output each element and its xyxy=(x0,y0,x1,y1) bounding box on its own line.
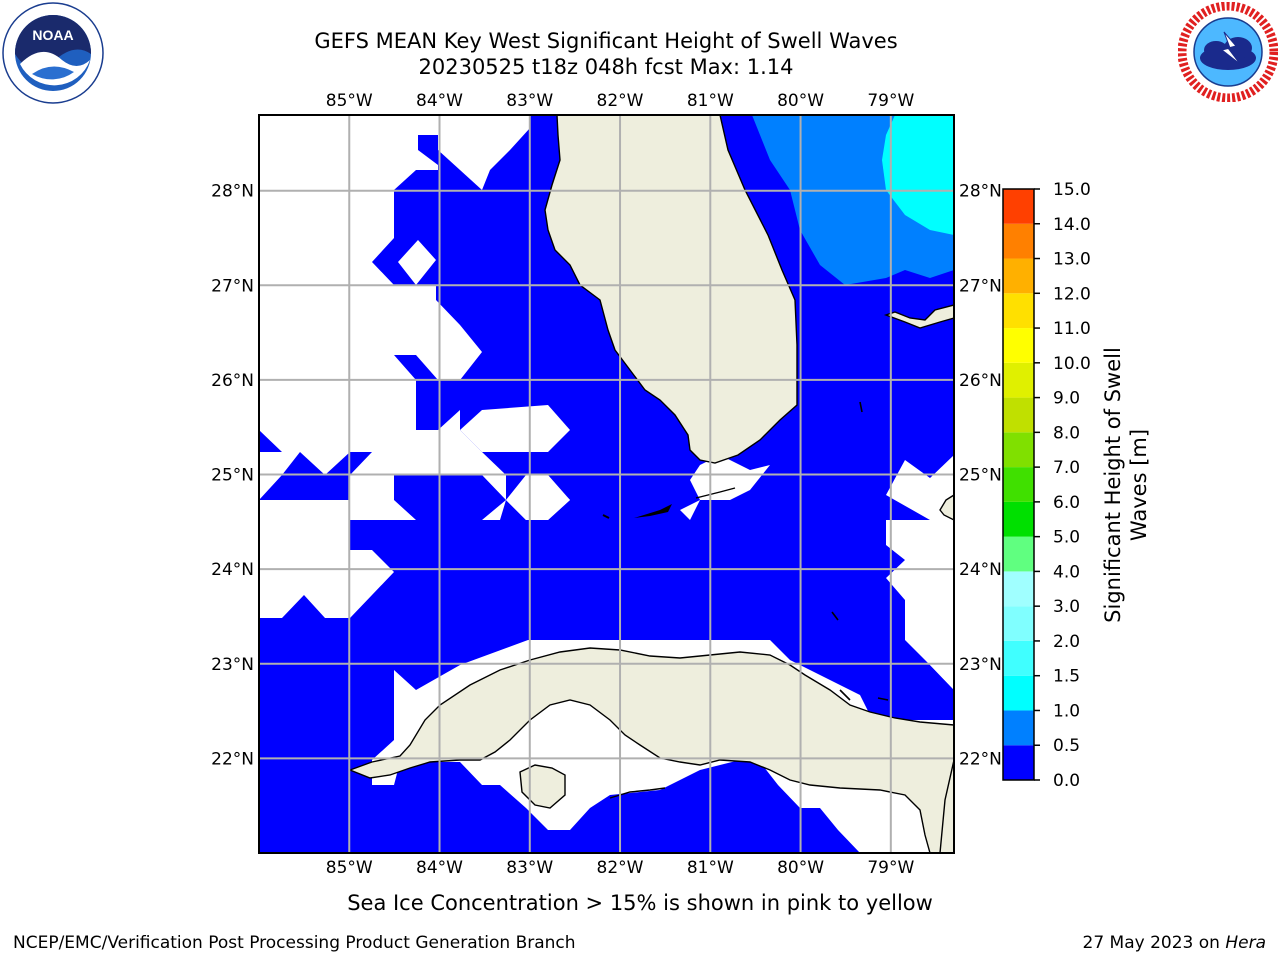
lon-label-bottom: 79°W xyxy=(867,858,914,878)
isle-of-youth xyxy=(519,764,566,809)
lon-labels-top: 85°W 84°W 83°W 82°W 81°W 80°W 79°W xyxy=(326,91,915,111)
map-frame xyxy=(258,114,955,854)
colorbar-tick-label: 5.0 xyxy=(1053,528,1080,548)
chart-title: GEFS MEAN Key West Significant Height of… xyxy=(314,29,898,53)
lat-label-left: 27°N xyxy=(211,276,254,296)
colorbar-label: Significant Height of Swell Waves [m] xyxy=(1101,347,1151,623)
footer-credit: NCEP/EMC/Verification Post Processing Pr… xyxy=(13,933,576,953)
lat-label-left: 26°N xyxy=(211,371,254,391)
lon-label-top: 79°W xyxy=(867,91,914,111)
colorbar-tick-label: 6.0 xyxy=(1053,493,1080,513)
colorbar-swatch xyxy=(1003,328,1034,363)
footer-date-text: 27 May 2023 on xyxy=(1082,933,1220,953)
florida-land xyxy=(544,115,798,464)
colorbar-tick-label: 3.0 xyxy=(1053,597,1080,617)
colorbar-swatch xyxy=(1003,640,1034,676)
lon-label-top: 80°W xyxy=(777,91,824,111)
colorbar-swatch xyxy=(1003,571,1034,607)
bahamas-land xyxy=(883,304,954,329)
lon-label-bottom: 82°W xyxy=(597,858,644,878)
colorbar-swatch xyxy=(1003,432,1034,468)
lat-label-left: 23°N xyxy=(211,655,254,675)
lat-label-left: 22°N xyxy=(211,749,254,769)
colorbar-frame xyxy=(1002,188,1035,781)
colorbar-tick-label: 0.5 xyxy=(1053,736,1080,756)
colorbar-tick-label: 1.5 xyxy=(1053,667,1080,687)
nws-logo xyxy=(1178,2,1278,102)
chart-subtitle: 20230525 t18z 048h fcst Max: 1.14 xyxy=(418,55,794,79)
colorbar-tick-label: 13.0 xyxy=(1053,250,1091,270)
map-area xyxy=(259,115,954,853)
colorbar-tick-label: 4.0 xyxy=(1053,562,1080,582)
colorbar-swatch xyxy=(1003,223,1034,259)
lat-label-right: 24°N xyxy=(959,560,1002,580)
colorbar-tick-label: 0.0 xyxy=(1053,771,1080,791)
colorbar-tick-label: 7.0 xyxy=(1053,458,1080,478)
colorbar-tick-label: 14.0 xyxy=(1053,215,1091,235)
lon-label-bottom: 80°W xyxy=(777,858,824,878)
lat-labels-left: 28°N 27°N 26°N 25°N 24°N 23°N 22°N xyxy=(211,182,254,770)
lon-labels-bottom: 85°W 84°W 83°W 82°W 81°W 80°W 79°W xyxy=(326,858,915,878)
colorbar-swatch xyxy=(1003,362,1034,398)
lon-label-bottom: 81°W xyxy=(687,858,734,878)
colorbar-tick-label: 1.0 xyxy=(1053,701,1080,721)
lat-label-right: 27°N xyxy=(959,276,1002,296)
lat-label-left: 25°N xyxy=(211,466,254,486)
lon-label-top: 83°W xyxy=(506,91,553,111)
lon-label-top: 82°W xyxy=(597,91,644,111)
lat-label-right: 25°N xyxy=(959,466,1002,486)
cuba-land xyxy=(348,647,954,853)
lat-label-left: 24°N xyxy=(211,560,254,580)
colorbar-swatch xyxy=(1003,745,1034,780)
lon-label-top: 84°W xyxy=(416,91,463,111)
map-gridlines xyxy=(259,115,954,853)
lat-label-left: 28°N xyxy=(211,182,254,202)
lon-label-bottom: 83°W xyxy=(506,858,553,878)
colorbar-tick-label: 2.0 xyxy=(1053,632,1080,652)
sea-ice-note: Sea Ice Concentration > 15% is shown in … xyxy=(347,891,933,915)
lat-label-right: 28°N xyxy=(959,182,1002,202)
noaa-logo-text: NOAA xyxy=(32,27,73,43)
footer-host: Hera xyxy=(1225,933,1266,953)
colorbar-tick-label: 8.0 xyxy=(1053,423,1080,443)
lon-label-top: 85°W xyxy=(326,91,373,111)
colorbar-tick-label: 10.0 xyxy=(1053,354,1091,374)
colorbar-swatch xyxy=(1003,293,1034,329)
colorbar-swatch xyxy=(1003,606,1034,641)
colorbar: 0.0 0.5 1.0 1.5 2.0 3.0 4.0 5.0 6.0 7.0 8.0 9.0 10.0… xyxy=(1002,180,1091,791)
florida-keys xyxy=(634,504,672,518)
colorbar-swatch xyxy=(1003,397,1034,433)
colorbar-tick-label: 11.0 xyxy=(1053,319,1091,339)
colorbar-swatch xyxy=(1003,501,1034,537)
lon-label-bottom: 85°W xyxy=(326,858,373,878)
colorbar-swatch xyxy=(1003,710,1034,746)
footer-date: 27 May 2023 on Hera xyxy=(1083,933,1267,953)
colorbar-tick-label: 12.0 xyxy=(1053,284,1091,304)
colorbar-swatch xyxy=(1003,258,1034,294)
lat-label-right: 22°N xyxy=(959,749,1002,769)
lat-labels-right: 28°N 27°N 26°N 25°N 24°N 23°N 22°N xyxy=(959,182,1002,770)
colorbar-tick-label: 9.0 xyxy=(1053,389,1080,409)
ocean-high-swell xyxy=(882,115,954,235)
colorbar-swatch xyxy=(1003,467,1034,502)
lat-label-right: 26°N xyxy=(959,371,1002,391)
colorbar-tick-label: 15.0 xyxy=(1053,180,1091,200)
colorbar-swatch xyxy=(1003,536,1034,572)
lon-label-top: 81°W xyxy=(687,91,734,111)
colorbar-swatch xyxy=(1003,189,1034,224)
lat-label-right: 23°N xyxy=(959,655,1002,675)
noaa-logo: NOAA xyxy=(2,2,104,104)
lon-label-bottom: 84°W xyxy=(416,858,463,878)
colorbar-swatch xyxy=(1003,675,1034,711)
